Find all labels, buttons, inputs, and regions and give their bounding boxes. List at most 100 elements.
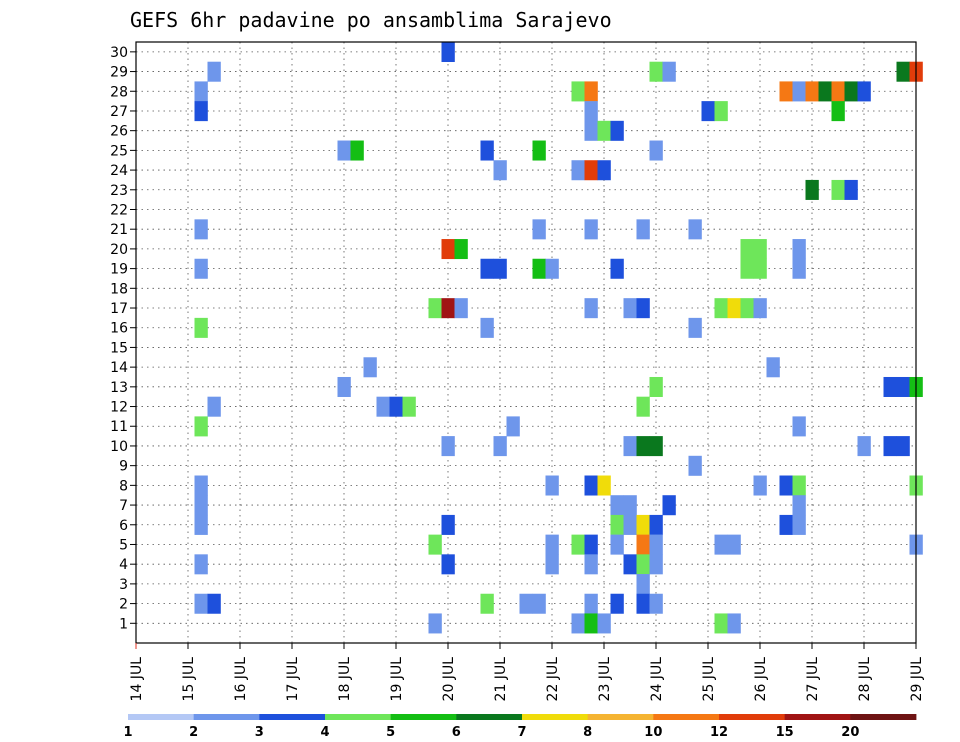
heatmap-cell bbox=[584, 613, 598, 634]
legend-label: 12 bbox=[710, 725, 728, 740]
heatmap-cell bbox=[194, 101, 208, 122]
y-tick-label: 25 bbox=[110, 143, 128, 159]
heatmap-cell bbox=[792, 416, 806, 437]
y-tick-label: 5 bbox=[119, 537, 128, 553]
heatmap-cell bbox=[363, 357, 377, 378]
heatmap-cell bbox=[571, 613, 585, 634]
x-tick-label: 15 JUL bbox=[181, 657, 197, 702]
y-tick-label: 3 bbox=[119, 577, 128, 593]
heatmap-cell bbox=[207, 61, 221, 82]
grid-lines bbox=[136, 42, 916, 643]
x-tick-label: 18 JUL bbox=[337, 657, 353, 702]
heatmap-cell bbox=[623, 436, 637, 457]
heatmap-cell bbox=[194, 219, 208, 240]
heatmap-cell bbox=[857, 436, 871, 457]
heatmap-cell bbox=[506, 416, 520, 437]
heatmap-cell bbox=[714, 298, 728, 319]
y-tick-label: 4 bbox=[119, 557, 128, 573]
heatmap-cell bbox=[402, 396, 416, 417]
x-tick-label: 16 JUL bbox=[233, 657, 249, 702]
heatmap-cell bbox=[389, 396, 403, 417]
heatmap-cell bbox=[792, 495, 806, 516]
heatmap-cell bbox=[714, 534, 728, 555]
heatmap-cell bbox=[610, 514, 624, 535]
y-tick-label: 7 bbox=[119, 498, 128, 514]
heatmap-cell bbox=[428, 613, 442, 634]
heatmap-cell bbox=[727, 613, 741, 634]
heatmap-cell bbox=[792, 81, 806, 102]
y-tick-label: 26 bbox=[110, 124, 128, 140]
y-tick-label: 11 bbox=[110, 419, 128, 435]
y-tick-label: 24 bbox=[110, 163, 128, 179]
heatmap-cell bbox=[532, 140, 546, 161]
legend-label: 8 bbox=[583, 725, 592, 740]
y-tick-label: 22 bbox=[110, 202, 128, 218]
legend: 1 2 3 4 5 6 7 8 10 12 15 20 bbox=[123, 714, 917, 740]
heatmap-cell bbox=[337, 140, 351, 161]
heatmap-cell bbox=[805, 81, 819, 102]
heatmap-cell bbox=[662, 61, 676, 82]
heatmap-cell bbox=[194, 514, 208, 535]
legend-label: 1 bbox=[123, 725, 132, 740]
x-axis: 14 JUL 15 JUL 16 JUL 17 JUL 18 JUL 19 JUL 20 J… bbox=[129, 643, 925, 701]
legend-swatch bbox=[587, 714, 654, 720]
x-tick-label: 17 JUL bbox=[285, 657, 301, 702]
x-tick-label: 19 JUL bbox=[389, 657, 405, 702]
heatmap-cell bbox=[610, 120, 624, 141]
legend-swatch bbox=[850, 714, 917, 720]
heatmap-cell bbox=[194, 416, 208, 437]
y-tick-label: 27 bbox=[110, 104, 128, 120]
y-tick-label: 10 bbox=[110, 439, 128, 455]
heatmap-cell bbox=[441, 298, 455, 319]
heatmap-cell bbox=[649, 534, 663, 555]
heatmap-cell bbox=[597, 120, 611, 141]
heatmap-cell bbox=[545, 554, 559, 575]
heatmap-cell bbox=[740, 298, 754, 319]
heatmap-cell bbox=[584, 298, 598, 319]
heatmap-cell bbox=[792, 514, 806, 535]
y-tick-label: 18 bbox=[110, 281, 128, 297]
heatmap-cell bbox=[649, 554, 663, 575]
y-tick-label: 9 bbox=[119, 459, 128, 475]
heatmap-cell bbox=[636, 514, 650, 535]
heatmap-cell bbox=[779, 81, 793, 102]
legend-swatch bbox=[784, 714, 851, 720]
x-tick-label: 23 JUL bbox=[597, 657, 613, 702]
heatmap-cell bbox=[753, 239, 767, 260]
legend-label: 20 bbox=[841, 725, 859, 740]
heatmap-cell bbox=[844, 179, 858, 200]
heatmap-cell bbox=[896, 61, 910, 82]
heatmap-cell bbox=[688, 455, 702, 476]
heatmap-cell bbox=[454, 239, 468, 260]
legend-label: 2 bbox=[189, 725, 198, 740]
heatmap-cell bbox=[597, 160, 611, 181]
heatmap-cell bbox=[454, 298, 468, 319]
heatmap-cell bbox=[649, 61, 663, 82]
y-tick-label: 28 bbox=[110, 84, 128, 100]
legend-swatch bbox=[522, 714, 589, 720]
heatmap-cell bbox=[194, 258, 208, 279]
heatmap-cell bbox=[480, 140, 494, 161]
y-tick-label: 20 bbox=[110, 242, 128, 258]
y-tick-label: 29 bbox=[110, 65, 128, 81]
heatmap-cell bbox=[597, 613, 611, 634]
x-tick-label: 20 JUL bbox=[441, 657, 457, 702]
heatmap-cell bbox=[753, 258, 767, 279]
heatmap-cell bbox=[740, 258, 754, 279]
heatmap-cell bbox=[350, 140, 364, 161]
heatmap-cell bbox=[636, 219, 650, 240]
y-tick-label: 12 bbox=[110, 400, 128, 416]
heatmap-cell bbox=[883, 376, 897, 397]
heatmap-cell bbox=[714, 613, 728, 634]
heatmap-cell bbox=[480, 258, 494, 279]
y-tick-label: 23 bbox=[110, 183, 128, 199]
heatmap-cell bbox=[636, 298, 650, 319]
y-tick-label: 15 bbox=[110, 340, 128, 356]
heatmap-cell bbox=[623, 495, 637, 516]
heatmap-cell bbox=[753, 475, 767, 496]
heatmap-cell bbox=[584, 475, 598, 496]
heatmap-cell bbox=[649, 436, 663, 457]
heatmap-cell bbox=[844, 81, 858, 102]
x-tick-label: 22 JUL bbox=[545, 657, 561, 702]
